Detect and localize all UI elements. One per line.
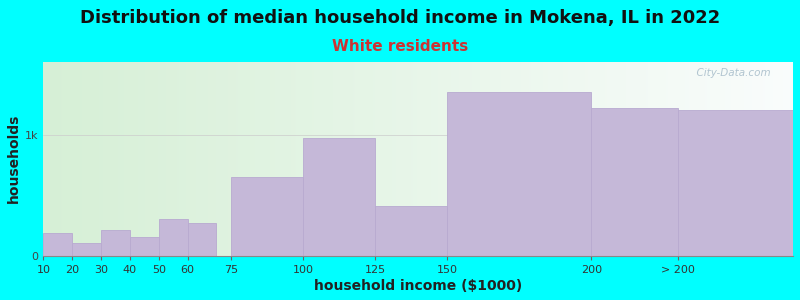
Bar <box>72 242 101 256</box>
Bar <box>375 206 447 256</box>
Bar <box>303 138 375 256</box>
Text: Distribution of median household income in Mokena, IL in 2022: Distribution of median household income … <box>80 9 720 27</box>
Bar <box>678 110 793 256</box>
Bar <box>188 223 217 256</box>
Bar <box>101 230 130 256</box>
Text: White residents: White residents <box>332 39 468 54</box>
Bar <box>591 108 678 256</box>
X-axis label: household income ($1000): household income ($1000) <box>314 279 522 293</box>
Bar <box>43 233 72 256</box>
Bar <box>130 237 158 256</box>
Text: City-Data.com: City-Data.com <box>690 68 770 77</box>
Bar <box>231 177 303 256</box>
Y-axis label: households: households <box>7 114 21 203</box>
Bar <box>447 92 591 256</box>
Bar <box>158 220 188 256</box>
